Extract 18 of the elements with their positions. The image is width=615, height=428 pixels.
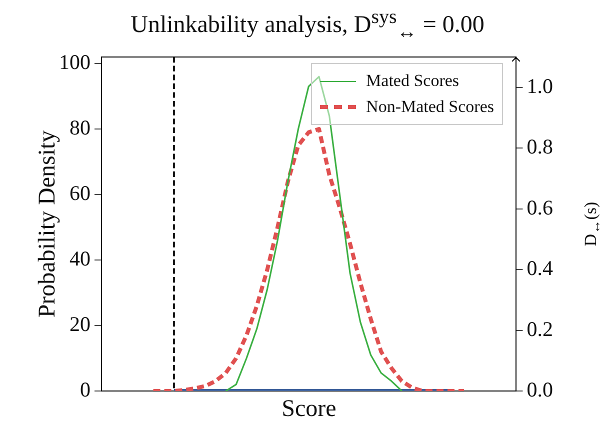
y-axis-title: Probability Density — [34, 130, 62, 318]
y2-tick-label: 0.0 — [526, 378, 553, 402]
y2-tick-label: 0.4 — [526, 256, 554, 280]
legend-label: Non-Mated Scores — [366, 97, 494, 117]
line-series — [151, 127, 466, 391]
y-tick-label: 80 — [70, 116, 90, 140]
y-tick-label: 100 — [59, 50, 90, 74]
y2-tick-label: 0.2 — [526, 316, 553, 341]
chart-title: Unlinkability analysis, D$^{sys}$$_{↔}$ = 0.00 — [130, 6, 486, 44]
y-tick-label: 20 — [70, 312, 90, 336]
y-tick-label: 0 — [80, 378, 90, 402]
legend-label: Mated Scores — [366, 71, 460, 91]
y-tick-label: 60 — [70, 181, 90, 206]
y2-tick-label: 1.0 — [526, 74, 553, 98]
y2-tick-label: 0.8 — [526, 134, 553, 159]
y-tick-label: 40 — [70, 246, 90, 271]
x-axis-title: Score — [280, 396, 338, 423]
y2-tick-label: 0.6 — [526, 195, 553, 220]
